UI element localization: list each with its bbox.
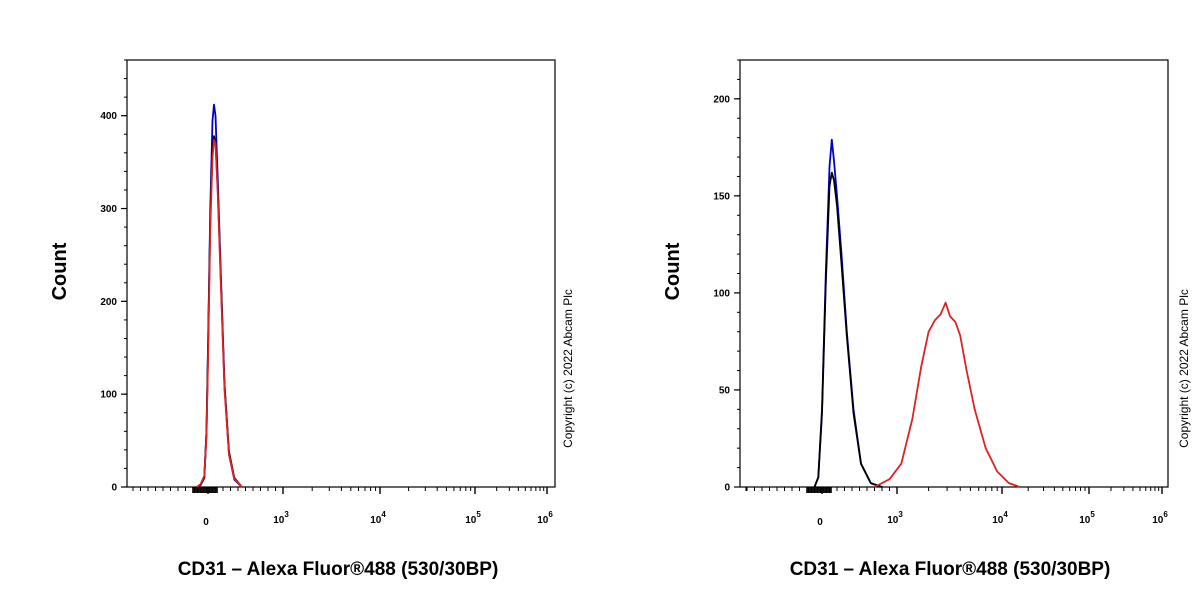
x-tick-label: 104 — [370, 510, 386, 526]
y-tick-label: 0 — [724, 483, 730, 494]
y-tick-label: 300 — [100, 204, 117, 215]
histogram-series-1 — [813, 171, 883, 488]
histogram-series-0 — [196, 103, 243, 488]
y-tick-label: 400 — [100, 111, 117, 122]
y-axis-title: Count — [49, 242, 71, 300]
x-tick-label: 103 — [273, 510, 289, 526]
x-tick-label: 106 — [1152, 510, 1168, 526]
histogram-chart-left: 0 100 200 300 400 0 103 104 105 106 CD31 – Alexa F… — [49, 59, 575, 580]
copyright-label: Copyright (c) 2022 Abcam Plc — [1177, 289, 1191, 448]
plot-frame — [739, 59, 1169, 488]
histogram-series-1 — [196, 135, 243, 488]
y-tick-label: 150 — [713, 191, 730, 202]
plot-frame — [126, 59, 556, 488]
x-tick-label: 105 — [1079, 510, 1095, 526]
x-tick-label: 0 — [817, 517, 823, 528]
x-tick-label: 104 — [992, 510, 1008, 526]
histogram-series-2 — [196, 138, 243, 488]
x-tick-label: 103 — [887, 510, 903, 526]
copyright-label: Copyright (c) 2022 Abcam Plc — [561, 289, 575, 448]
x-axis-title: CD31 – Alexa Fluor®488 (530/30BP) — [178, 559, 499, 580]
x-tick-label: 0 — [203, 517, 209, 528]
y-tick-label: 50 — [719, 385, 731, 396]
x-tick-label: 106 — [537, 510, 553, 526]
y-tick-label: 200 — [713, 94, 730, 105]
y-tick-label: 100 — [713, 288, 730, 299]
x-tick-label: 105 — [465, 510, 481, 526]
y-tick-label: 0 — [111, 483, 117, 494]
y-axis-title: Count — [662, 242, 684, 300]
histogram-chart-right: 0 50 100 150 200 0 103 104 105 106 CD31 – Alexa Fl… — [662, 59, 1191, 580]
histogram-series-2 — [874, 301, 1021, 488]
y-tick-label: 100 — [100, 390, 117, 401]
y-tick-label: 200 — [100, 297, 117, 308]
x-axis-title: CD31 – Alexa Fluor®488 (530/30BP) — [790, 559, 1111, 580]
